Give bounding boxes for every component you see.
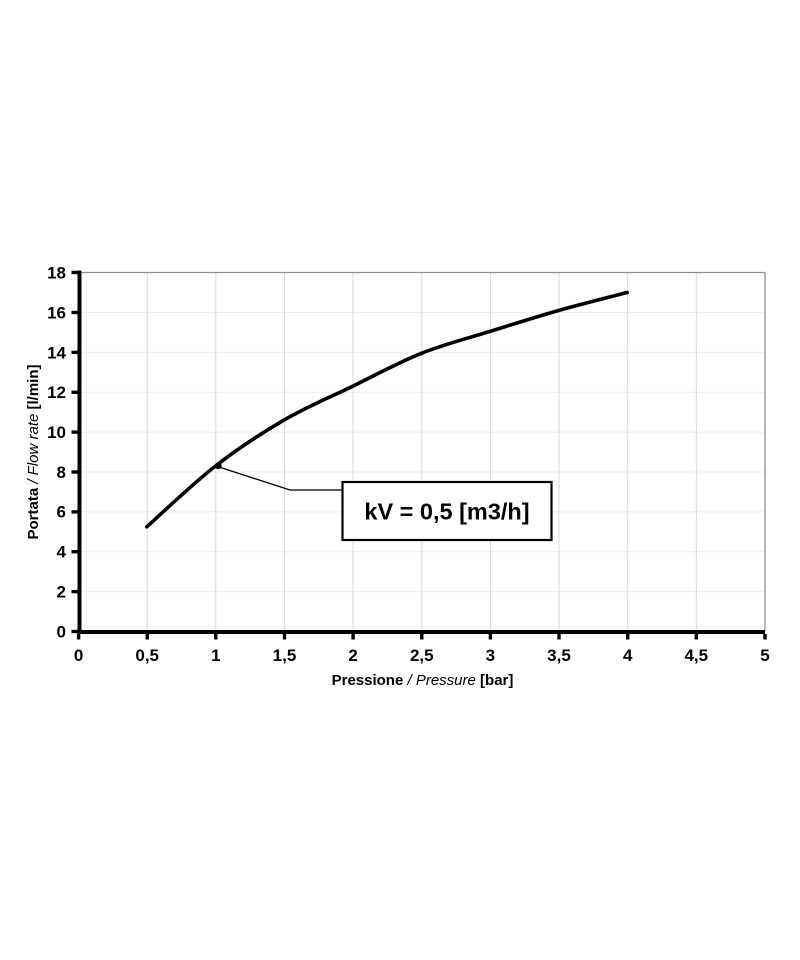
svg-text:2,5: 2,5: [410, 646, 434, 665]
svg-text:0: 0: [74, 646, 83, 665]
svg-text:4,5: 4,5: [684, 646, 708, 665]
svg-text:2: 2: [57, 583, 66, 602]
svg-text:Pressione / Pressure [bar]: Pressione / Pressure [bar]: [332, 672, 514, 689]
svg-text:12: 12: [47, 383, 66, 402]
svg-text:6: 6: [57, 503, 66, 522]
svg-text:14: 14: [47, 343, 66, 362]
svg-text:3: 3: [486, 646, 495, 665]
svg-text:10: 10: [47, 423, 66, 442]
svg-text:4: 4: [57, 543, 67, 562]
svg-text:1,5: 1,5: [273, 646, 297, 665]
svg-text:5: 5: [760, 646, 769, 665]
svg-text:kV = 0,5 [m3/h]: kV = 0,5 [m3/h]: [364, 499, 529, 525]
svg-text:0,5: 0,5: [135, 646, 159, 665]
svg-text:8: 8: [57, 463, 66, 482]
svg-text:0: 0: [57, 622, 66, 641]
svg-text:1: 1: [211, 646, 220, 665]
svg-text:Portata / Flow rate [l/min]: Portata / Flow rate [l/min]: [25, 364, 42, 539]
svg-text:16: 16: [47, 303, 66, 322]
svg-text:18: 18: [47, 264, 66, 283]
svg-text:4: 4: [623, 646, 633, 665]
svg-text:2: 2: [348, 646, 357, 665]
svg-text:3,5: 3,5: [547, 646, 571, 665]
